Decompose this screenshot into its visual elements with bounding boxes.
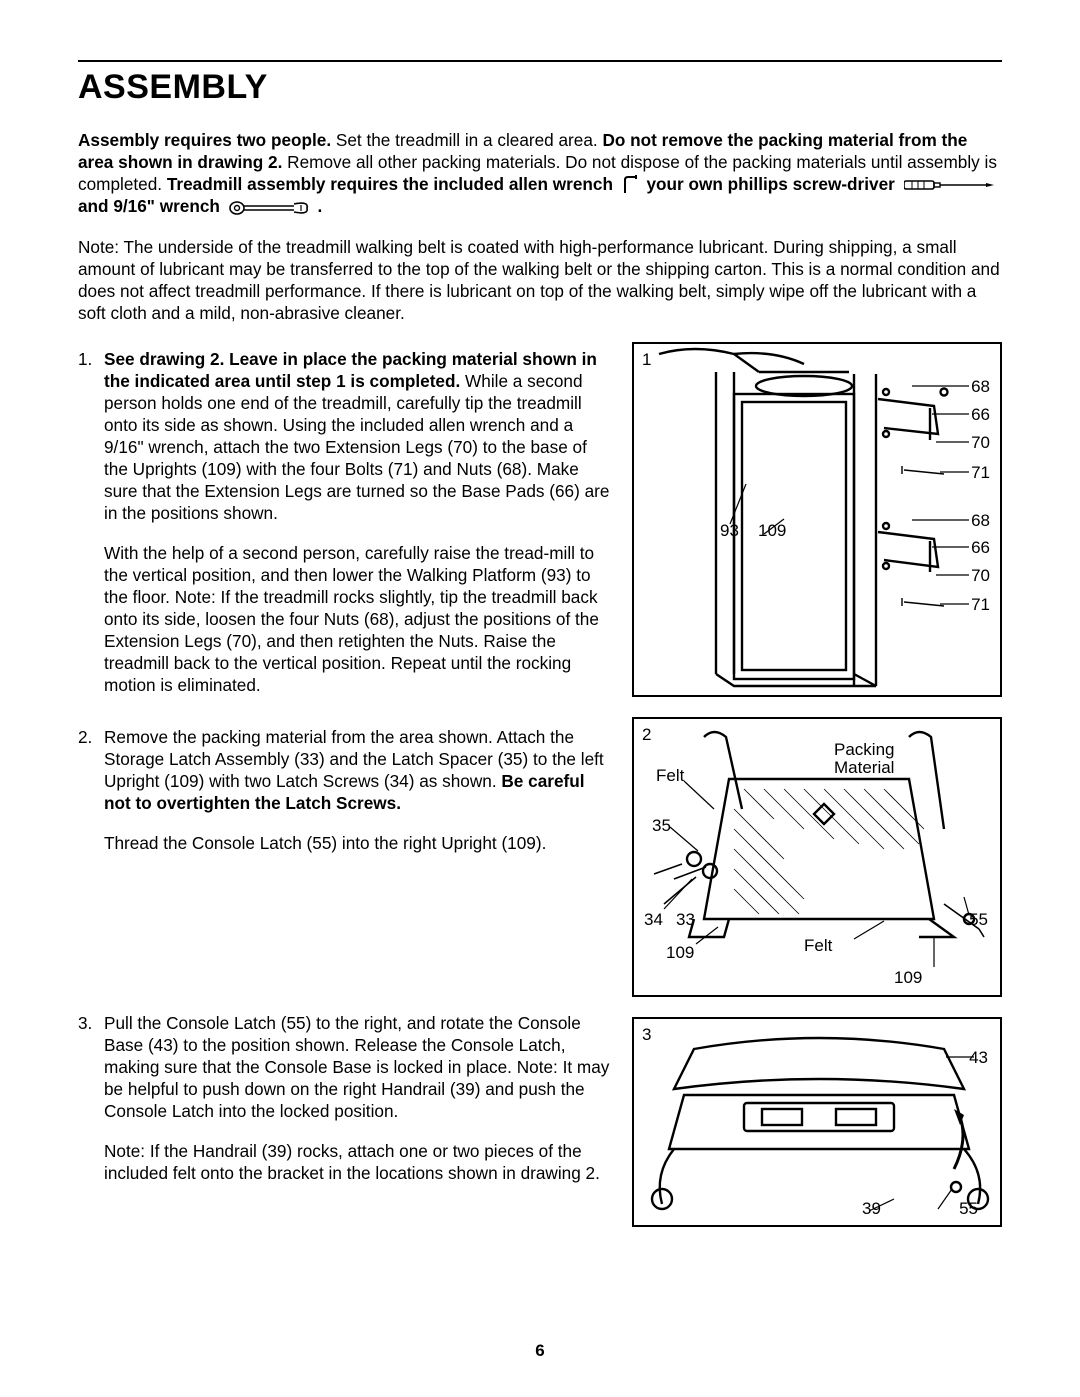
- right-column: 1: [632, 342, 1002, 1247]
- screwdriver-icon: [904, 178, 994, 192]
- left-column: 1. See drawing 2. Leave in place the pac…: [78, 342, 614, 1247]
- step-1-number: 1.: [78, 348, 104, 696]
- fig1-label-68a: 68: [971, 378, 990, 395]
- step-2: 2. Remove the packing material from the …: [78, 726, 614, 854]
- page-number: 6: [0, 1341, 1080, 1361]
- fig1-label-68b: 68: [971, 512, 990, 529]
- step-3-number: 3.: [78, 1012, 104, 1184]
- intro-bold-3a: Treadmill assembly requires the included…: [167, 174, 613, 194]
- page: ASSEMBLY Assembly requires two people. S…: [0, 0, 1080, 1397]
- fig2-label-109b: 109: [894, 969, 922, 986]
- figure-3-drawing: [634, 1019, 1004, 1229]
- intro-bold-1: Assembly requires two people.: [78, 130, 331, 150]
- fig2-label-34: 34: [644, 911, 663, 928]
- step-2-p2: Thread the Console Latch (55) into the r…: [104, 832, 614, 854]
- figure-1-number: 1: [642, 350, 651, 370]
- step-3-p2: Note: If the Handrail (39) rocks, attach…: [104, 1140, 614, 1184]
- fig1-label-71a: 71: [971, 464, 990, 481]
- intro-bold-end: .: [313, 196, 323, 216]
- intro-text-1: Set the treadmill in a cleared area.: [331, 130, 602, 150]
- fig2-label-55: 55: [969, 911, 988, 928]
- fig1-label-93: 93: [720, 522, 739, 539]
- fig2-label-material: Material: [834, 759, 894, 776]
- figure-3-number: 3: [642, 1025, 651, 1045]
- fig2-label-felt-b: Felt: [804, 937, 832, 954]
- fig3-label-55: 55: [959, 1200, 978, 1217]
- intro-paragraph: Assembly requires two people. Set the tr…: [78, 129, 1002, 218]
- step-3: 3. Pull the Console Latch (55) to the ri…: [78, 1012, 614, 1184]
- fig1-label-109: 109: [758, 522, 786, 539]
- top-rule: [78, 60, 1002, 62]
- fig1-label-70b: 70: [971, 567, 990, 584]
- step-2-number: 2.: [78, 726, 104, 854]
- fig1-label-66b: 66: [971, 539, 990, 556]
- figure-2-number: 2: [642, 725, 651, 745]
- intro-bold-3b: your own phillips screw-driver: [647, 174, 895, 194]
- fig3-label-43: 43: [969, 1049, 988, 1066]
- figure-3: 3: [632, 1017, 1002, 1227]
- fig3-label-39: 39: [862, 1200, 881, 1217]
- fig1-label-71b: 71: [971, 596, 990, 613]
- fig2-label-109a: 109: [666, 944, 694, 961]
- figure-2: 2: [632, 717, 1002, 997]
- intro-bold-3c: and 9/16" wrench: [78, 196, 220, 216]
- allen-wrench-icon: [622, 175, 638, 195]
- figure-1: 1: [632, 342, 1002, 697]
- step-1-p1: While a second person holds one end of t…: [104, 371, 609, 523]
- note-paragraph: Note: The underside of the treadmill wal…: [78, 236, 1002, 324]
- fig2-label-33: 33: [676, 911, 695, 928]
- fig1-label-70a: 70: [971, 434, 990, 451]
- fig2-label-felt-a: Felt: [656, 767, 684, 784]
- content-row: 1. See drawing 2. Leave in place the pac…: [78, 342, 1002, 1247]
- fig2-label-packing: Packing: [834, 741, 894, 758]
- step-3-p1: Pull the Console Latch (55) to the right…: [104, 1012, 614, 1122]
- wrench-icon: [229, 201, 309, 215]
- step-1: 1. See drawing 2. Leave in place the pac…: [78, 348, 614, 696]
- step-1-p2: With the help of a second person, carefu…: [104, 542, 614, 696]
- heading-title: ASSEMBLY: [78, 68, 1002, 107]
- fig2-label-35: 35: [652, 817, 671, 834]
- fig1-label-66a: 66: [971, 406, 990, 423]
- figure-1-drawing: [634, 344, 1004, 699]
